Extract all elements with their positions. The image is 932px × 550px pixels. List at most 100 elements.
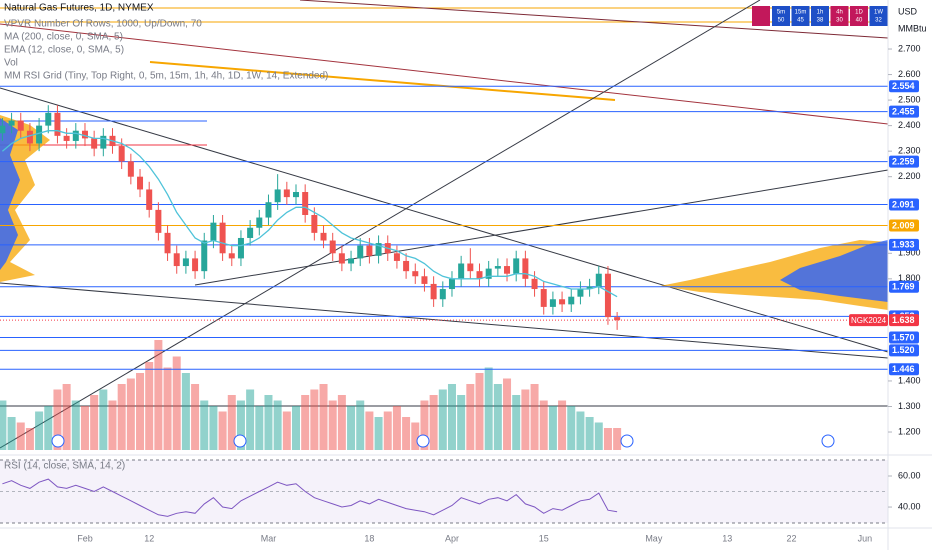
- unit: MMBtu: [898, 23, 927, 33]
- candle-body: [439, 289, 446, 300]
- candle-body: [467, 263, 474, 272]
- volume-bar: [99, 389, 108, 450]
- x-tick-label: 12: [144, 533, 154, 543]
- volume-bar: [273, 400, 282, 450]
- volume-bar: [145, 362, 154, 450]
- candle-body: [348, 258, 355, 264]
- candle-body: [430, 283, 437, 300]
- level-label-box: [889, 238, 919, 251]
- candle-body: [100, 135, 107, 149]
- volume-bar: [438, 389, 447, 450]
- candle-body: [513, 258, 520, 274]
- candle-body: [155, 209, 162, 233]
- candle-body: [137, 176, 144, 190]
- grid-tf: 1h: [817, 10, 824, 16]
- volume-bar: [172, 356, 181, 450]
- candle-body: [72, 130, 79, 141]
- volume-bar: [447, 384, 456, 450]
- candle-body: [182, 258, 189, 267]
- volume-bar: [154, 340, 163, 450]
- volume-bar: [521, 389, 530, 450]
- candle-body: [559, 299, 566, 305]
- x-tick-label: 18: [364, 533, 374, 543]
- y-tick-label: 2.400: [898, 120, 921, 130]
- candle-body: [366, 245, 373, 256]
- level-label-box: [889, 80, 919, 93]
- volume-bar: [25, 428, 34, 450]
- candle-body: [311, 214, 318, 233]
- level-label: 1.933: [892, 240, 915, 250]
- grid-tf: 1D: [855, 10, 863, 16]
- y-tick-label: 2.700: [898, 43, 921, 53]
- candle-body: [393, 253, 400, 261]
- candle-body: [0, 125, 6, 134]
- indicator-label: EMA (12, close, 0, SMA, 5): [4, 45, 124, 56]
- icons: [51, 434, 835, 448]
- volume-bar: [236, 400, 245, 450]
- candle-body: [265, 202, 272, 218]
- volume-bar: [365, 411, 374, 450]
- level-label-box: [889, 363, 919, 376]
- y-tick-label: 1.900: [898, 248, 921, 258]
- level-label-box: [889, 344, 919, 357]
- level-label-box: [889, 155, 919, 168]
- volume-bar: [7, 417, 16, 450]
- x-tick-label: 22: [786, 533, 796, 543]
- volume-bar: [90, 395, 99, 450]
- volume-bar: [62, 384, 71, 450]
- volume-bar: [613, 428, 622, 450]
- x-tick-label: 13: [722, 533, 732, 543]
- candle-body: [118, 146, 125, 162]
- candle-body: [17, 120, 24, 131]
- trendline: [0, 0, 761, 449]
- x-tick-label: Apr: [445, 533, 459, 543]
- rsi-tick-label: 60.00: [898, 470, 921, 480]
- candle-body: [403, 260, 410, 272]
- volume-bar: [117, 384, 126, 450]
- volume-bar: [264, 395, 273, 450]
- candle-body: [8, 120, 15, 126]
- volume-bar: [392, 406, 401, 450]
- candle-body: [26, 130, 33, 144]
- grid-cell: [830, 6, 849, 26]
- x-tick-label: Mar: [261, 533, 277, 543]
- candle-body: [302, 192, 309, 215]
- overlay: 2.700 2.600 2.500 2.400 2.300 2.200 1.900 1.800…: [2, 6, 921, 543]
- volume-bar: [319, 384, 328, 450]
- volume-bar: [310, 389, 319, 450]
- volume-bar: [71, 400, 80, 450]
- candle-body: [448, 278, 455, 290]
- candle-body: [375, 243, 382, 256]
- candle-body: [81, 130, 88, 139]
- volume-bar: [301, 395, 310, 450]
- level-label: 2.091: [892, 199, 915, 209]
- volume-bar: [126, 378, 135, 450]
- grid-value: 40: [856, 18, 863, 24]
- level-label: 1.520: [892, 345, 915, 355]
- grid-tf: 5m: [777, 10, 785, 16]
- volume-bar: [420, 400, 429, 450]
- grid-tf: 1W: [874, 10, 883, 16]
- candle-body: [228, 253, 235, 259]
- level-label-box: [889, 219, 919, 232]
- grid-value: 32: [875, 18, 882, 24]
- x-tick-label: 15: [539, 533, 549, 543]
- volume-bar: [337, 395, 346, 450]
- volume-bar: [503, 378, 512, 450]
- candle-body: [283, 189, 290, 198]
- currency: USD: [898, 6, 918, 16]
- volume-bar: [512, 395, 521, 450]
- candle-body: [45, 112, 52, 126]
- candle-body: [274, 189, 281, 203]
- candle-body: [614, 317, 621, 321]
- volume-bar: [163, 367, 172, 450]
- x-tick-label: May: [645, 533, 663, 543]
- volume-bar: [539, 400, 548, 450]
- volume-bar: [567, 406, 576, 450]
- level-label: 1.570: [892, 332, 915, 342]
- y-tick-label: 1.800: [898, 273, 921, 283]
- candle-body: [357, 245, 364, 259]
- candle-body: [549, 299, 556, 307]
- volume-bar: [246, 389, 255, 450]
- grid-value: 45: [797, 18, 804, 24]
